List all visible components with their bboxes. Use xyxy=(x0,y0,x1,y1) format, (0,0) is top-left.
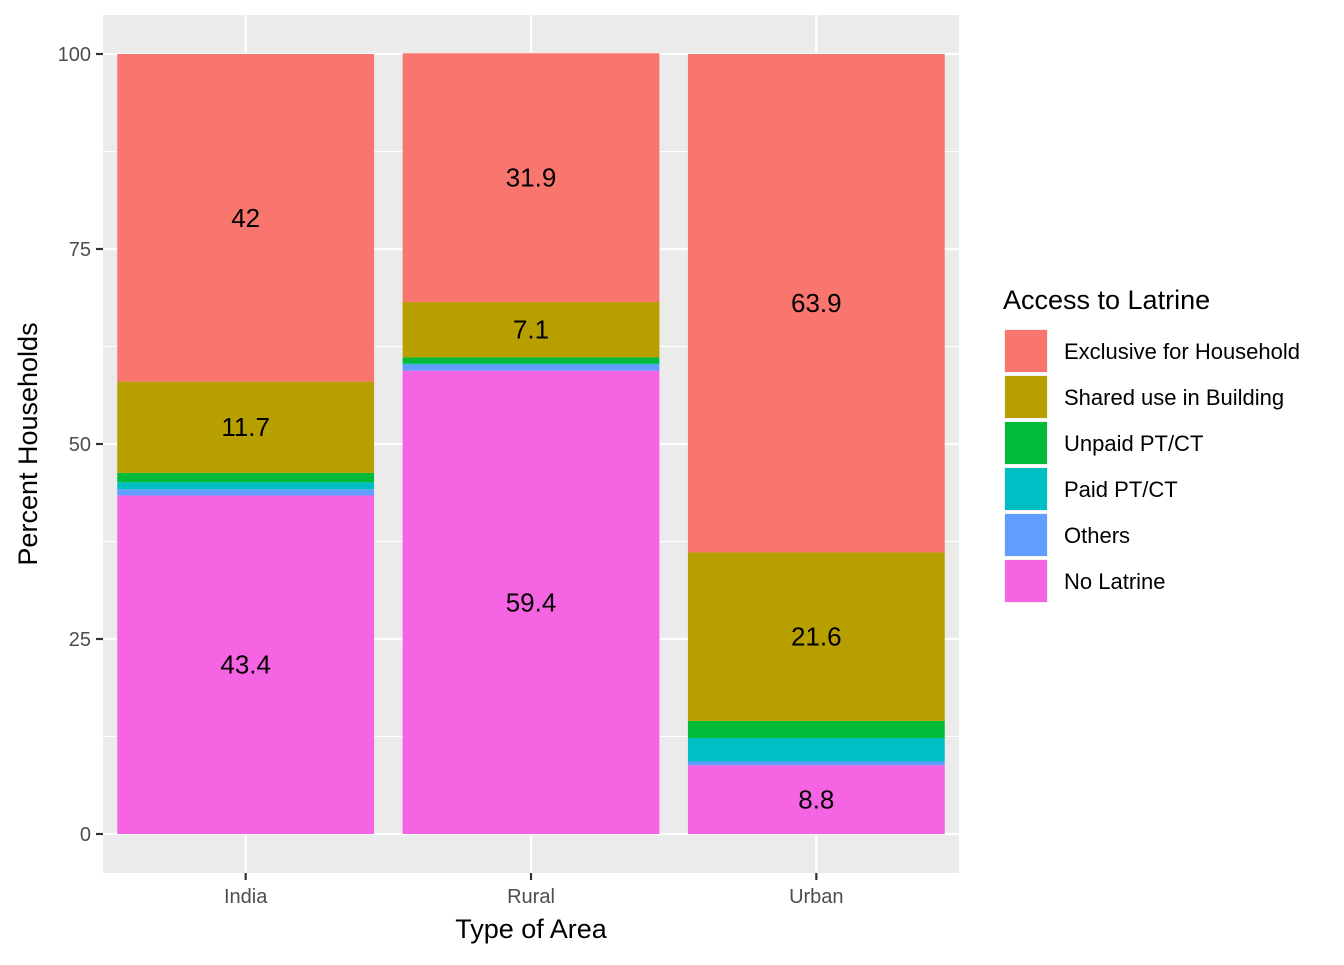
x-axis-title: Type of Area xyxy=(455,914,608,944)
bar-segment xyxy=(117,489,375,496)
y-axis-title: Percent Households xyxy=(13,322,43,565)
data-label: 31.9 xyxy=(506,163,557,193)
y-tick-label: 75 xyxy=(69,239,91,261)
y-tick-label: 100 xyxy=(58,44,91,66)
y-axis: 0 25 50 75 100 xyxy=(58,44,103,846)
data-label: 43.4 xyxy=(220,650,271,680)
legend-swatch xyxy=(1005,422,1047,464)
bar-segment xyxy=(687,720,945,739)
legend-label: Exclusive for Household xyxy=(1064,339,1300,364)
bars xyxy=(117,53,945,834)
x-axis: India Rural Urban xyxy=(224,873,844,908)
x-tick-label: India xyxy=(224,886,268,908)
legend-label: Unpaid PT/CT xyxy=(1064,431,1203,456)
legend-item: No Latrine xyxy=(1004,559,1166,603)
bar-segment xyxy=(117,381,375,473)
bar-segment xyxy=(402,357,660,364)
bar-segment xyxy=(117,54,375,382)
bar-segment xyxy=(687,765,945,834)
legend-label: Paid PT/CT xyxy=(1064,477,1178,502)
data-label: 7.1 xyxy=(513,315,549,345)
data-label: 59.4 xyxy=(506,587,557,617)
legend-swatch xyxy=(1005,376,1047,418)
x-tick-label: Rural xyxy=(507,886,555,908)
bar-segment xyxy=(402,370,660,834)
legend-label: Shared use in Building xyxy=(1064,385,1284,410)
bar-segment xyxy=(687,54,945,553)
legend-swatch xyxy=(1005,514,1047,556)
bar-segment xyxy=(402,302,660,358)
data-label: 8.8 xyxy=(798,785,834,815)
data-label: 42 xyxy=(231,203,260,233)
legend-item: Shared use in Building xyxy=(1004,375,1284,419)
bar-segment xyxy=(117,472,375,483)
legend-swatch xyxy=(1005,560,1047,602)
bar-segment xyxy=(402,363,660,365)
bar-segment xyxy=(117,482,375,490)
bar-segment xyxy=(402,53,660,303)
legend-item: Paid PT/CT xyxy=(1004,467,1178,511)
bar-segment xyxy=(687,761,945,766)
data-label: 21.6 xyxy=(791,622,842,652)
bar-segment xyxy=(687,738,945,762)
legend: Access to Latrine Exclusive for Househol… xyxy=(1003,285,1300,603)
legend-item: Exclusive for Household xyxy=(1004,329,1300,373)
data-label: 11.7 xyxy=(221,412,270,442)
legend-item: Unpaid PT/CT xyxy=(1004,421,1203,465)
data-labels: 43.4 11.7 42 59.4 7.1 31.9 8.8 21.6 63.9 xyxy=(220,163,841,815)
bar-segment xyxy=(117,495,375,834)
legend-label: Others xyxy=(1064,523,1130,548)
bar-segment xyxy=(402,364,660,371)
legend-label: No Latrine xyxy=(1064,569,1166,594)
y-tick-label: 50 xyxy=(69,434,91,456)
legend-item: Others xyxy=(1004,513,1130,557)
bar-segment xyxy=(687,552,945,721)
y-tick-label: 25 xyxy=(69,629,91,651)
legend-swatch xyxy=(1005,330,1047,372)
x-tick-label: Urban xyxy=(789,886,843,908)
legend-swatch xyxy=(1005,468,1047,510)
legend-title: Access to Latrine xyxy=(1003,285,1210,315)
y-tick-label: 0 xyxy=(80,824,91,846)
data-label: 63.9 xyxy=(791,288,842,318)
